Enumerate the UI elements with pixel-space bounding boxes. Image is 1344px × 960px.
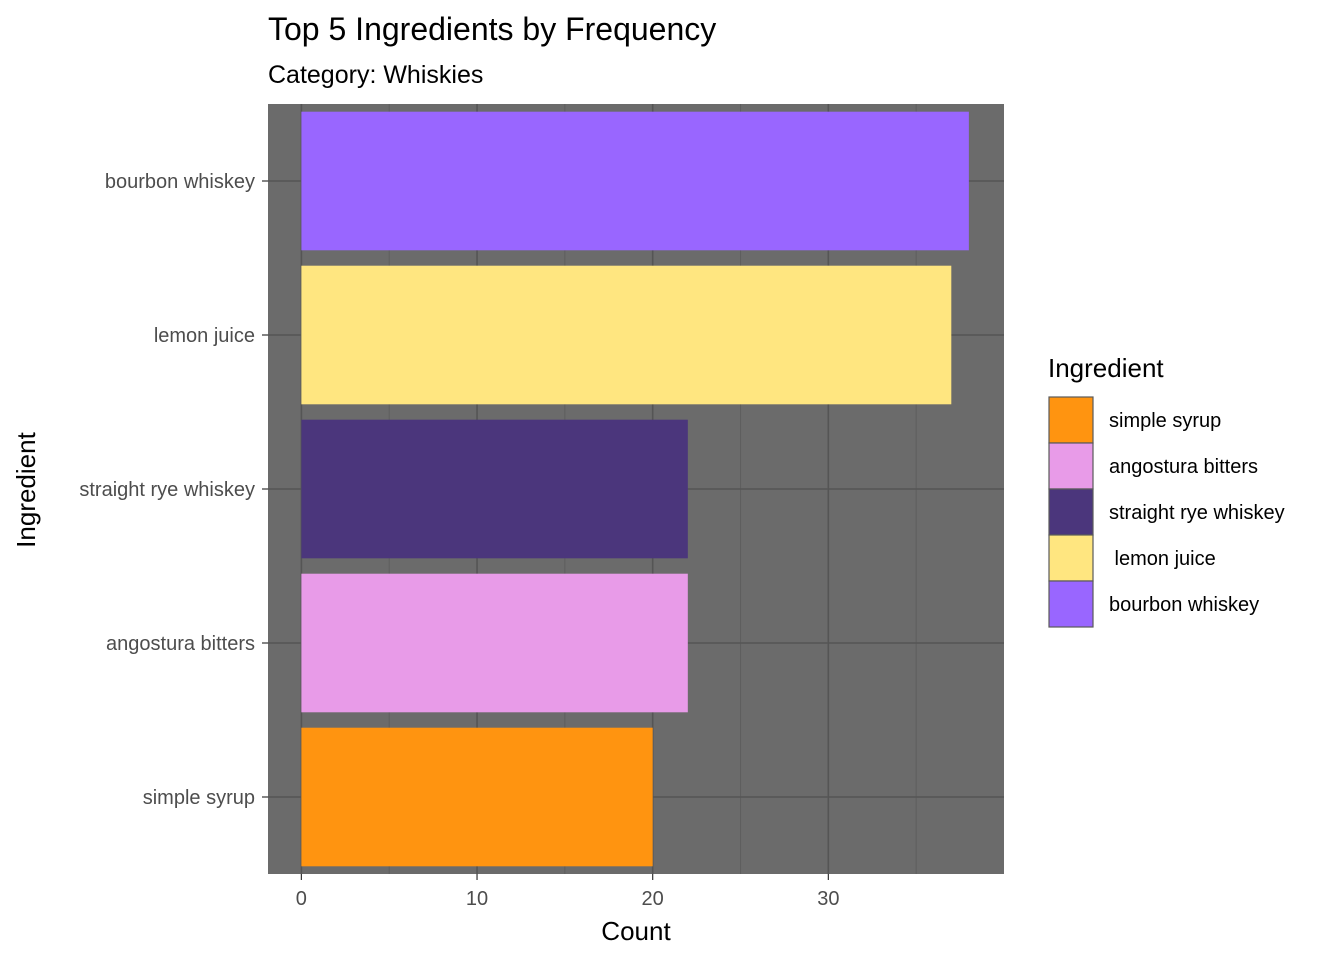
x-tick-label: 20: [642, 888, 664, 910]
legend-title: Ingredient: [1048, 353, 1164, 383]
bars: [301, 111, 969, 867]
axes: 0 10 20 30 bourbon whiskey lemon juice straigh…: [79, 171, 839, 910]
legend-label: lemon juice: [1109, 548, 1216, 570]
chart-title: Top 5 Ingredients by Frequency: [268, 11, 716, 47]
legend-label: simple syrup: [1109, 410, 1221, 432]
legend-label: bourbon whiskey: [1109, 594, 1259, 616]
legend-key: [1048, 580, 1094, 628]
x-tick-label: 10: [466, 888, 488, 910]
x-axis-title: Count: [601, 916, 671, 946]
legend: Ingredient simple syrup angostura bitters…: [1048, 353, 1285, 628]
bar: [301, 419, 688, 559]
y-tick-label: lemon juice: [154, 325, 255, 347]
legend-key: [1048, 396, 1094, 444]
bar: [301, 111, 969, 251]
legend-label: angostura bitters: [1109, 456, 1258, 478]
chart-subtitle: Category: Whiskies: [268, 61, 483, 89]
legend-key: [1048, 442, 1094, 490]
y-tick-label: bourbon whiskey: [105, 171, 255, 193]
x-tick-label: 0: [296, 888, 307, 910]
y-tick-label: straight rye whiskey: [79, 479, 255, 501]
bar: [301, 265, 952, 405]
legend-key: [1048, 488, 1094, 536]
bar: [301, 573, 688, 713]
y-tick-label: angostura bitters: [106, 633, 255, 655]
x-tick-label: 30: [817, 888, 839, 910]
legend-label: straight rye whiskey: [1109, 502, 1285, 524]
bar: [301, 727, 653, 867]
y-axis-title: Ingredient: [11, 431, 41, 547]
legend-key: [1048, 534, 1094, 582]
y-tick-label: simple syrup: [143, 787, 255, 809]
